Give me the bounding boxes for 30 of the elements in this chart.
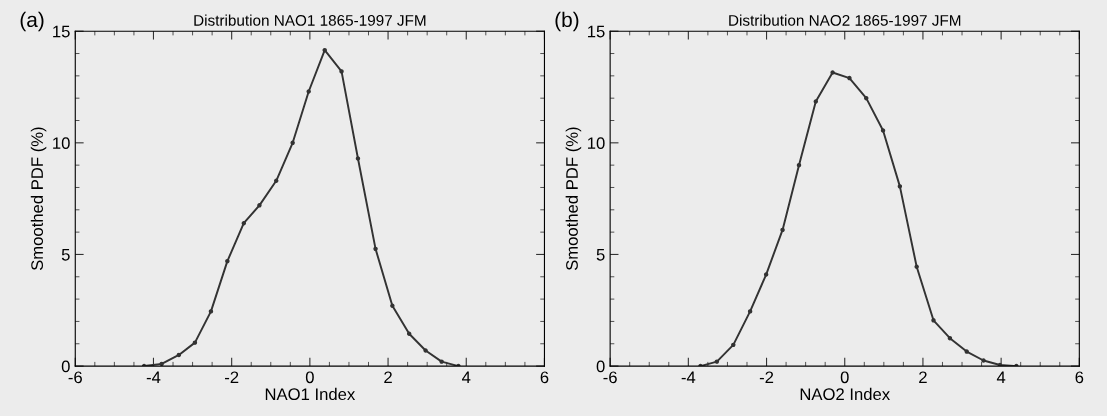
y-axis-title: Smoothed PDF (%): [30, 127, 47, 271]
x-axis-title: NAO2 Index: [800, 387, 890, 401]
y-tick-label: 15: [588, 25, 605, 38]
y-tick-label: 10: [53, 137, 70, 150]
x-tick-label: -4: [681, 371, 696, 384]
text: (b): [555, 11, 579, 32]
y-axis-title: Smoothed PDF (%): [565, 127, 582, 271]
text: (a): [20, 11, 44, 32]
x-tick-label: 2: [384, 371, 392, 384]
x-tick-label: 0: [305, 371, 314, 384]
y-tick-label: 5: [596, 249, 605, 261]
x-tick-label: 4: [996, 371, 1006, 384]
x-tick-label: 0: [840, 371, 849, 384]
x-tick-label: -6: [68, 371, 82, 384]
x-axis-title: NAO1 Index: [265, 387, 356, 401]
y-tick-label: 0: [596, 360, 605, 373]
x-tick-label: 6: [1075, 371, 1084, 384]
x-tick-label: 2: [919, 371, 927, 384]
chart-title: Distribution NAO2 1865-1997 JFM: [729, 14, 961, 26]
y-tick-label: 0: [61, 360, 70, 373]
y-tick-label: 15: [53, 25, 70, 38]
x-tick-label: -2: [759, 371, 774, 384]
x-tick-label: -4: [146, 371, 161, 384]
x-tick-label: -2: [225, 371, 239, 384]
x-tick-label: 6: [540, 371, 549, 384]
y-tick-label: 5: [61, 249, 70, 261]
chart-title: Distribution NAO1 1865-1997 JFM: [194, 14, 426, 26]
y-tick-label: 10: [588, 137, 605, 150]
x-tick-label: 4: [462, 371, 471, 384]
x-tick-label: -6: [603, 371, 617, 384]
